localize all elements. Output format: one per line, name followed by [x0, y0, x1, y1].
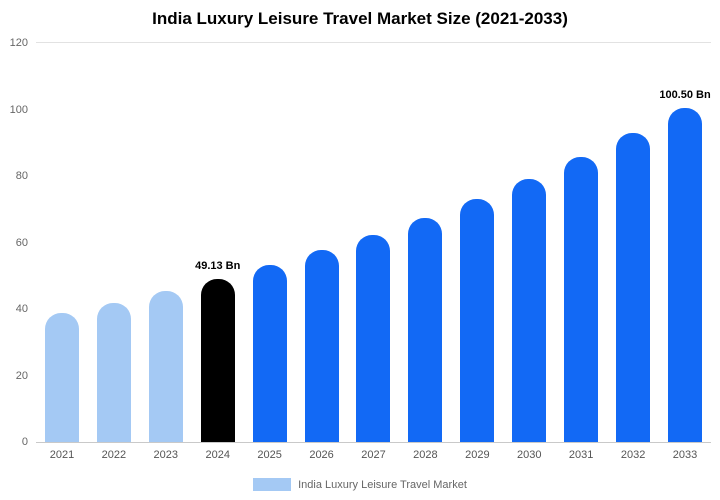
bar-slot: 2028	[399, 43, 451, 461]
x-axis-label: 2028	[413, 449, 438, 461]
bar-slot: 49.13 Bn 2024	[192, 43, 244, 461]
y-tick-label: 120	[9, 37, 28, 49]
legend-label: India Luxury Leisure Travel Market	[298, 478, 467, 491]
bar	[356, 234, 391, 442]
bar: 100.50 Bn	[659, 89, 711, 442]
bar	[616, 133, 651, 442]
y-tick-label: 60	[15, 236, 28, 249]
y-tick-label: 100	[9, 103, 28, 116]
bar	[148, 291, 183, 442]
bar	[304, 250, 339, 442]
y-tick-label: 80	[15, 170, 28, 183]
bar	[564, 157, 599, 442]
y-tick-label: 40	[15, 303, 28, 316]
plot-area: 0 20 40 60 80 100 120 2021 2022 2023 49.13 Bn 2024…	[10, 37, 711, 461]
bar-slot: 2029	[451, 43, 503, 461]
bar	[512, 178, 547, 442]
x-axis-label: 2022	[101, 449, 127, 461]
x-axis-label: 2033	[672, 449, 698, 461]
x-axis-label: 2024	[205, 449, 230, 461]
bar-value-label: 49.13 Bn	[195, 259, 241, 272]
bar: 49.13 Bn	[195, 260, 240, 442]
bar-series: 2021 2022 2023 49.13 Bn 2024 2025 2026 2027 2028…	[36, 43, 711, 461]
bar	[460, 198, 495, 442]
x-axis-label: 2027	[361, 449, 386, 461]
x-axis-label: 2031	[568, 449, 594, 461]
x-axis-label: 2026	[309, 449, 334, 461]
bar-slot: 2027	[348, 43, 400, 461]
bar-slot: 2025	[244, 43, 296, 461]
bar	[96, 302, 131, 442]
x-axis-label: 2032	[620, 449, 646, 461]
x-axis-label: 2025	[257, 449, 282, 461]
bar-slot: 2022	[88, 43, 140, 461]
chart-title: India Luxury Leisure Travel Market Size …	[152, 9, 568, 28]
bar-slot: 2026	[296, 43, 348, 461]
bar	[252, 265, 287, 442]
x-axis-label: 2029	[465, 449, 490, 461]
bar-slot: 2032	[607, 43, 659, 461]
bar	[408, 217, 443, 442]
x-axis-label: 2021	[49, 449, 75, 461]
bar-value-label: 100.50 Bn	[659, 88, 711, 101]
x-axis-label: 2030	[517, 449, 542, 461]
y-tick-label: 0	[21, 436, 28, 448]
bar-slot: 100.50 Bn 2033	[659, 43, 711, 461]
legend-swatch	[253, 478, 292, 491]
x-axis-label: 2023	[153, 449, 179, 461]
bar	[44, 313, 79, 442]
bar-slot: 2030	[503, 43, 555, 461]
legend: India Luxury Leisure Travel Market	[0, 478, 720, 491]
bar-slot: 2031	[555, 43, 607, 461]
bar-slot: 2021	[36, 43, 88, 461]
y-tick-label: 20	[15, 369, 28, 382]
bar-slot: 2023	[140, 43, 192, 461]
